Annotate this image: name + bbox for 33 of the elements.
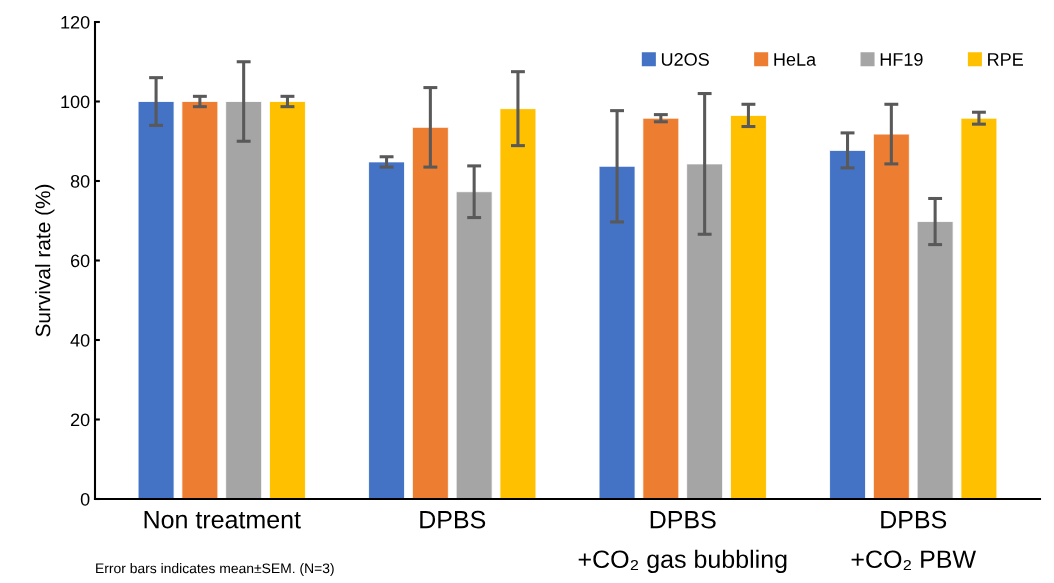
bar	[411, 126, 449, 499]
text: Error bars indicates mean±SEM. (N=3)	[96, 563, 334, 576]
bar	[455, 191, 493, 499]
bar	[730, 114, 767, 499]
legend-label: HF19	[880, 53, 923, 66]
y-tick-label: 0	[80, 492, 90, 506]
legend-label: RPE	[988, 53, 1023, 66]
bar	[960, 117, 998, 499]
legend-label: U2OS	[661, 53, 709, 66]
bar	[872, 133, 910, 499]
bar	[598, 165, 636, 499]
bar	[916, 221, 954, 499]
bar	[368, 161, 405, 499]
bar	[137, 101, 175, 499]
bar	[642, 117, 680, 499]
bar	[181, 101, 219, 499]
y-tick-label: 100	[61, 95, 90, 109]
bar	[269, 101, 306, 499]
y-tick-label: 40	[70, 333, 90, 347]
legend-label: HeLa	[774, 53, 817, 66]
x-tick-label: DPBS +CO₂ PBW	[851, 510, 976, 570]
y-tick-label: 80	[70, 174, 90, 188]
y-tick-label: 60	[70, 254, 90, 268]
x-tick-label: DPBS +CO₂ gas bubbling	[578, 510, 787, 574]
x-tick-label: DPBS	[420, 510, 486, 529]
y-axis-title: Survival rate (%)	[35, 184, 55, 337]
y-tick-label: 120	[61, 15, 90, 29]
bar	[225, 101, 263, 499]
y-tick-label: 20	[70, 413, 90, 427]
bar	[829, 149, 866, 499]
x-tick-label: Non treatment	[144, 511, 301, 529]
bar	[499, 108, 537, 499]
bar	[686, 163, 724, 499]
